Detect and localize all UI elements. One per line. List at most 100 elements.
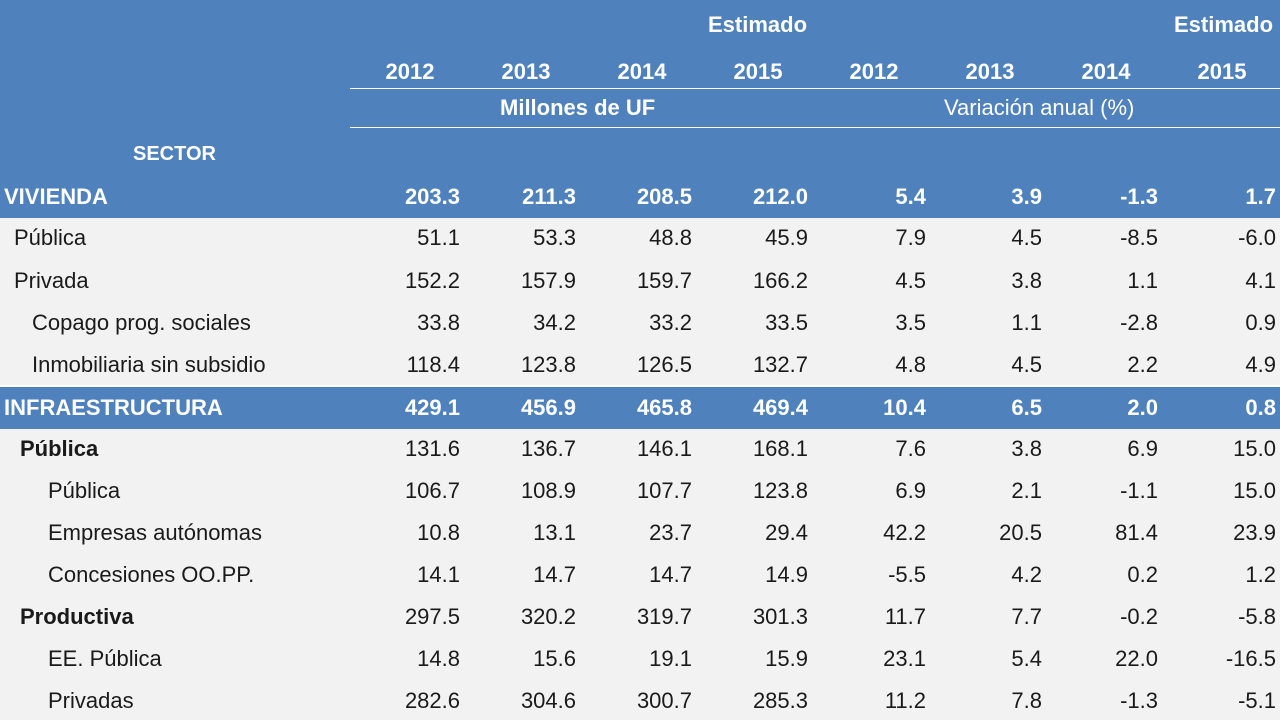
table-cell: 203.3 [404, 184, 460, 209]
table-cell: 282.6 [404, 688, 460, 713]
table-cell: 45.9 [765, 225, 808, 250]
year-header: 2013 [965, 59, 1015, 84]
table-cell: 0.9 [1245, 310, 1276, 335]
table-cell: 208.5 [636, 184, 692, 209]
table-cell: 4.9 [1245, 352, 1276, 377]
table-cell: 14.7 [649, 562, 692, 587]
table-cell: 5.4 [895, 184, 926, 209]
table-cell: 456.9 [520, 395, 576, 420]
table-cell: 53.3 [533, 225, 576, 250]
table-cell: 1.7 [1245, 184, 1276, 209]
table-cell: 48.8 [649, 225, 692, 250]
table-cell: -5.5 [888, 562, 926, 587]
table-cell: 6.5 [1011, 395, 1042, 420]
table-cell: 304.6 [520, 688, 576, 713]
row-label: Concesiones OO.PP. [48, 562, 255, 587]
table-cell: 14.8 [417, 646, 460, 671]
table-row: Empresas autónomas 10.8 13.1 23.7 29.4 42.2 20… [0, 512, 1280, 554]
row-label: Inmobiliaria sin subsidio [32, 352, 266, 377]
table-cell: 29.4 [765, 520, 808, 545]
table-cell: 14.7 [533, 562, 576, 587]
table-cell: 14.1 [417, 562, 460, 587]
table-cell: 2.1 [1011, 478, 1042, 503]
row-separator [0, 385, 1280, 387]
header-rule [350, 127, 1280, 128]
table-cell: 301.3 [752, 604, 808, 629]
row-label: Pública [20, 436, 99, 461]
table-cell: 42.2 [883, 520, 926, 545]
table-cell: 19.1 [649, 646, 692, 671]
table-cell: 6.9 [1127, 436, 1158, 461]
table-cell: 7.7 [1011, 604, 1042, 629]
table-cell: -1.1 [1120, 478, 1158, 503]
table-cell: 34.2 [533, 310, 576, 335]
table-cell: -5.1 [1238, 688, 1276, 713]
table-cell: 1.1 [1011, 310, 1042, 335]
table-cell: -1.3 [1120, 184, 1158, 209]
table-cell: 136.7 [520, 436, 576, 461]
table-cell: 126.5 [636, 352, 692, 377]
table-cell: -0.2 [1120, 604, 1158, 629]
table-cell: 3.5 [895, 310, 926, 335]
table-cell: 4.8 [895, 352, 926, 377]
table-cell: 7.9 [895, 225, 926, 250]
table-cell: 469.4 [752, 395, 808, 420]
table-cell: -6.0 [1238, 225, 1276, 250]
sector-column-header: SECTOR [133, 143, 216, 165]
table-cell: 1.1 [1127, 268, 1158, 293]
table-cell: 23.1 [883, 646, 926, 671]
group-label-millones: Millones de UF [500, 95, 656, 120]
table-cell: -16.5 [1225, 646, 1276, 671]
table-row: Pública 51.1 53.3 48.8 45.9 7.9 4.5 -8.5 -6.0 [0, 217, 1280, 259]
table-cell: 33.2 [649, 310, 692, 335]
table-cell: 106.7 [404, 478, 460, 503]
table-cell: 300.7 [636, 688, 692, 713]
table-cell: -2.8 [1120, 310, 1158, 335]
table-cell: 3.9 [1011, 184, 1042, 209]
table-cell: 11.7 [884, 604, 926, 629]
table-cell: 108.9 [520, 478, 576, 503]
table-cell: 23.9 [1233, 520, 1276, 545]
year-header: 2014 [1081, 59, 1131, 84]
table-cell: 0.2 [1127, 562, 1158, 587]
table-cell: 14.9 [765, 562, 808, 587]
table-cell: 123.8 [520, 352, 576, 377]
table-cell: 15.0 [1233, 478, 1276, 503]
table-cell: 159.7 [636, 268, 692, 293]
sector-row: INFRAESTRUCTURA 429.1 456.9 465.8 469.4 10.4 6… [0, 387, 1280, 429]
table-cell: 297.5 [404, 604, 460, 629]
table-cell: 118.4 [406, 352, 460, 377]
row-label: Privadas [48, 688, 134, 713]
table-cell: 51.1 [417, 225, 460, 250]
table-cell: 107.7 [636, 478, 692, 503]
table-cell: 33.8 [417, 310, 460, 335]
year-header: 2015 [733, 59, 783, 84]
estimado-label-right: Estimado [1174, 12, 1274, 37]
table-cell: 3.8 [1011, 436, 1042, 461]
table-header: Estimado Estimado 2012 2013 2014 2015 20… [0, 0, 1280, 178]
row-label: INFRAESTRUCTURA [4, 395, 223, 420]
table-cell: -1.3 [1120, 688, 1158, 713]
table-cell: 20.5 [999, 520, 1042, 545]
table-row: Productiva 297.5 320.2 319.7 301.3 11.7 7.7 -0.… [0, 596, 1280, 638]
table-cell: 211.3 [522, 184, 576, 209]
table-cell: 5.4 [1011, 646, 1042, 671]
table-cell: 3.8 [1011, 268, 1042, 293]
table-cell: 123.8 [752, 478, 808, 503]
year-header: 2015 [1197, 59, 1247, 84]
table-cell: 15.9 [765, 646, 808, 671]
header-rule [350, 88, 1280, 89]
table-cell: 33.5 [765, 310, 808, 335]
group-label-variacion: Variación anual (%) [944, 95, 1135, 120]
table-cell: 4.1 [1245, 268, 1276, 293]
row-label: Privada [14, 268, 89, 293]
table-cell: 22.0 [1115, 646, 1158, 671]
table-cell: 168.1 [752, 436, 808, 461]
table-cell: 0.8 [1245, 395, 1276, 420]
table-cell: 7.6 [895, 436, 926, 461]
row-label: EE. Pública [48, 646, 162, 671]
table-cell: 7.8 [1011, 688, 1042, 713]
row-label: Pública [14, 225, 87, 250]
table-cell: 2.0 [1127, 395, 1158, 420]
table-row: Privada 152.2 157.9 159.7 166.2 4.5 3.8 1.1 4.1 [0, 260, 1280, 302]
